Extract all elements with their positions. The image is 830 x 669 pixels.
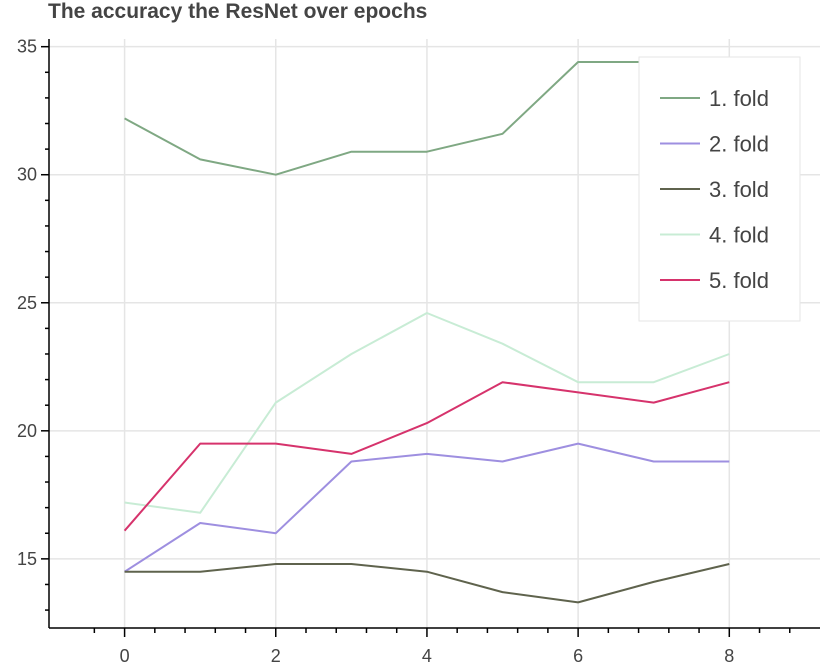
legend-label: 3. fold [709,177,769,202]
chart-title: The accuracy the ResNet over epochs [48,0,428,23]
legend-label: 2. fold [709,132,769,157]
y-tick-label: 30 [17,165,37,185]
series-lines [123,61,730,604]
x-tick-label: 4 [422,646,432,666]
y-tick-label: 35 [17,37,37,57]
series-line-fold-5 [123,381,730,532]
x-tick-label: 8 [724,646,734,666]
series-line-fold-2 [124,442,730,573]
y-tick-label: 15 [17,549,37,569]
series-line-fold-3 [124,563,730,604]
legend-label: 5. fold [709,268,769,293]
legend-label: 4. fold [709,223,769,248]
legend: 1. fold 2. fold 3. fold 4. fold 5. fold [638,56,801,322]
y-tick-label: 20 [17,421,37,441]
x-tick-label: 6 [573,646,583,666]
y-tick-label: 25 [17,293,37,313]
x-tick-label: 0 [120,646,130,666]
series-line-fold-1 [124,61,730,176]
grid-lines [49,39,820,628]
axes: 15 20 25 30 35 0 2 4 6 8 [17,37,820,666]
x-tick-label: 2 [271,646,281,666]
series-line-fold-4 [124,312,730,514]
legend-label: 1. fold [709,86,769,111]
